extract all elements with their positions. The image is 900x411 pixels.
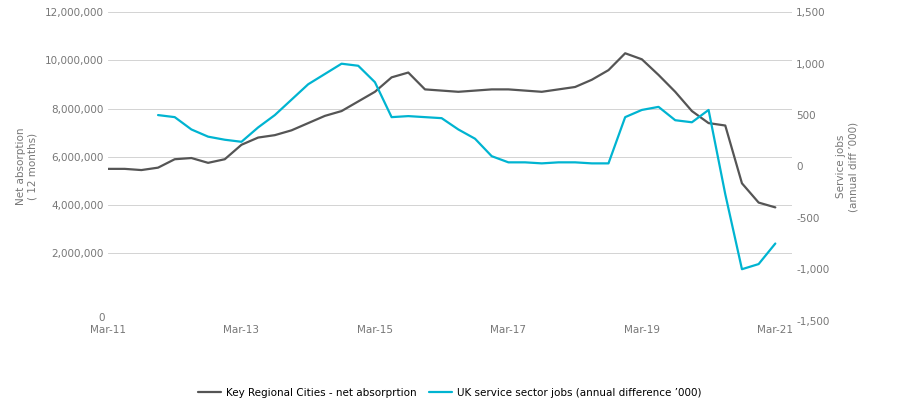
Key Regional Cities - net absorprtion xyxy=(519,88,530,93)
Y-axis label: Service jobs
(annual diff ’000): Service jobs (annual diff ’000) xyxy=(836,121,858,212)
Key Regional Cities - net absorprtion xyxy=(220,157,230,162)
Key Regional Cities - net absorprtion xyxy=(620,51,631,56)
UK service sector jobs (annual difference ’000) xyxy=(770,241,780,246)
UK service sector jobs (annual difference ’000) xyxy=(236,139,247,144)
Key Regional Cities - net absorprtion xyxy=(770,205,780,210)
UK service sector jobs (annual difference ’000) xyxy=(253,125,264,130)
UK service sector jobs (annual difference ’000) xyxy=(403,113,414,118)
Key Regional Cities - net absorprtion xyxy=(720,123,731,128)
UK service sector jobs (annual difference ’000) xyxy=(486,154,497,159)
Key Regional Cities - net absorprtion xyxy=(470,88,481,93)
UK service sector jobs (annual difference ’000) xyxy=(703,108,714,113)
Key Regional Cities - net absorprtion xyxy=(687,109,698,113)
UK service sector jobs (annual difference ’000) xyxy=(503,160,514,165)
UK service sector jobs (annual difference ’000) xyxy=(736,267,747,272)
Key Regional Cities - net absorprtion xyxy=(302,121,313,126)
UK service sector jobs (annual difference ’000) xyxy=(620,115,631,120)
UK service sector jobs (annual difference ’000) xyxy=(670,118,680,123)
Key Regional Cities - net absorprtion xyxy=(703,121,714,126)
UK service sector jobs (annual difference ’000) xyxy=(353,63,364,68)
UK service sector jobs (annual difference ’000) xyxy=(186,127,197,132)
UK service sector jobs (annual difference ’000) xyxy=(536,161,547,166)
Text: 0: 0 xyxy=(99,313,105,323)
Key Regional Cities - net absorprtion xyxy=(103,166,113,171)
Key Regional Cities - net absorprtion xyxy=(202,160,213,165)
Key Regional Cities - net absorprtion xyxy=(736,181,747,186)
Legend: Key Regional Cities - net absorprtion, UK service sector jobs (annual difference: Key Regional Cities - net absorprtion, U… xyxy=(194,383,706,402)
Line: Key Regional Cities - net absorprtion: Key Regional Cities - net absorprtion xyxy=(108,53,775,208)
Key Regional Cities - net absorprtion xyxy=(120,166,130,171)
Key Regional Cities - net absorprtion xyxy=(636,57,647,62)
UK service sector jobs (annual difference ’000) xyxy=(320,72,330,76)
UK service sector jobs (annual difference ’000) xyxy=(153,113,164,118)
Key Regional Cities - net absorprtion xyxy=(553,87,563,92)
UK service sector jobs (annual difference ’000) xyxy=(419,115,430,120)
Key Regional Cities - net absorprtion xyxy=(653,72,664,77)
Key Regional Cities - net absorprtion xyxy=(269,133,280,138)
Key Regional Cities - net absorprtion xyxy=(536,89,547,94)
UK service sector jobs (annual difference ’000) xyxy=(553,160,563,165)
UK service sector jobs (annual difference ’000) xyxy=(587,161,598,166)
Key Regional Cities - net absorprtion xyxy=(169,157,180,162)
Key Regional Cities - net absorprtion xyxy=(153,165,164,170)
UK service sector jobs (annual difference ’000) xyxy=(720,192,731,197)
Key Regional Cities - net absorprtion xyxy=(337,109,347,113)
UK service sector jobs (annual difference ’000) xyxy=(636,108,647,113)
UK service sector jobs (annual difference ’000) xyxy=(220,137,230,142)
Key Regional Cities - net absorprtion xyxy=(753,200,764,205)
Key Regional Cities - net absorprtion xyxy=(587,77,598,82)
Key Regional Cities - net absorprtion xyxy=(370,89,381,94)
Y-axis label: Net absorption
( 12 months): Net absorption ( 12 months) xyxy=(16,128,38,205)
Key Regional Cities - net absorprtion xyxy=(320,113,330,118)
Key Regional Cities - net absorprtion xyxy=(386,75,397,80)
UK service sector jobs (annual difference ’000) xyxy=(653,104,664,109)
UK service sector jobs (annual difference ’000) xyxy=(470,136,481,141)
UK service sector jobs (annual difference ’000) xyxy=(687,120,698,125)
Key Regional Cities - net absorprtion xyxy=(419,87,430,92)
Key Regional Cities - net absorprtion xyxy=(353,99,364,104)
Key Regional Cities - net absorprtion xyxy=(670,89,680,94)
UK service sector jobs (annual difference ’000) xyxy=(519,160,530,165)
UK service sector jobs (annual difference ’000) xyxy=(753,262,764,267)
UK service sector jobs (annual difference ’000) xyxy=(570,160,580,165)
UK service sector jobs (annual difference ’000) xyxy=(603,161,614,166)
Key Regional Cities - net absorprtion xyxy=(453,89,464,94)
Line: UK service sector jobs (annual difference ’000): UK service sector jobs (annual differenc… xyxy=(158,64,775,269)
UK service sector jobs (annual difference ’000) xyxy=(386,115,397,120)
UK service sector jobs (annual difference ’000) xyxy=(169,115,180,120)
UK service sector jobs (annual difference ’000) xyxy=(202,134,213,139)
UK service sector jobs (annual difference ’000) xyxy=(302,82,313,87)
UK service sector jobs (annual difference ’000) xyxy=(370,80,381,85)
UK service sector jobs (annual difference ’000) xyxy=(269,113,280,118)
UK service sector jobs (annual difference ’000) xyxy=(286,97,297,102)
UK service sector jobs (annual difference ’000) xyxy=(337,61,347,66)
Key Regional Cities - net absorprtion xyxy=(136,168,147,173)
Key Regional Cities - net absorprtion xyxy=(570,85,580,90)
Key Regional Cities - net absorprtion xyxy=(186,155,197,160)
Key Regional Cities - net absorprtion xyxy=(603,68,614,73)
Key Regional Cities - net absorprtion xyxy=(436,88,447,93)
Key Regional Cities - net absorprtion xyxy=(403,70,414,75)
Key Regional Cities - net absorprtion xyxy=(486,87,497,92)
Key Regional Cities - net absorprtion xyxy=(253,135,264,140)
UK service sector jobs (annual difference ’000) xyxy=(436,116,447,121)
UK service sector jobs (annual difference ’000) xyxy=(453,127,464,132)
Key Regional Cities - net absorprtion xyxy=(236,142,247,147)
Key Regional Cities - net absorprtion xyxy=(286,128,297,133)
Key Regional Cities - net absorprtion xyxy=(503,87,514,92)
